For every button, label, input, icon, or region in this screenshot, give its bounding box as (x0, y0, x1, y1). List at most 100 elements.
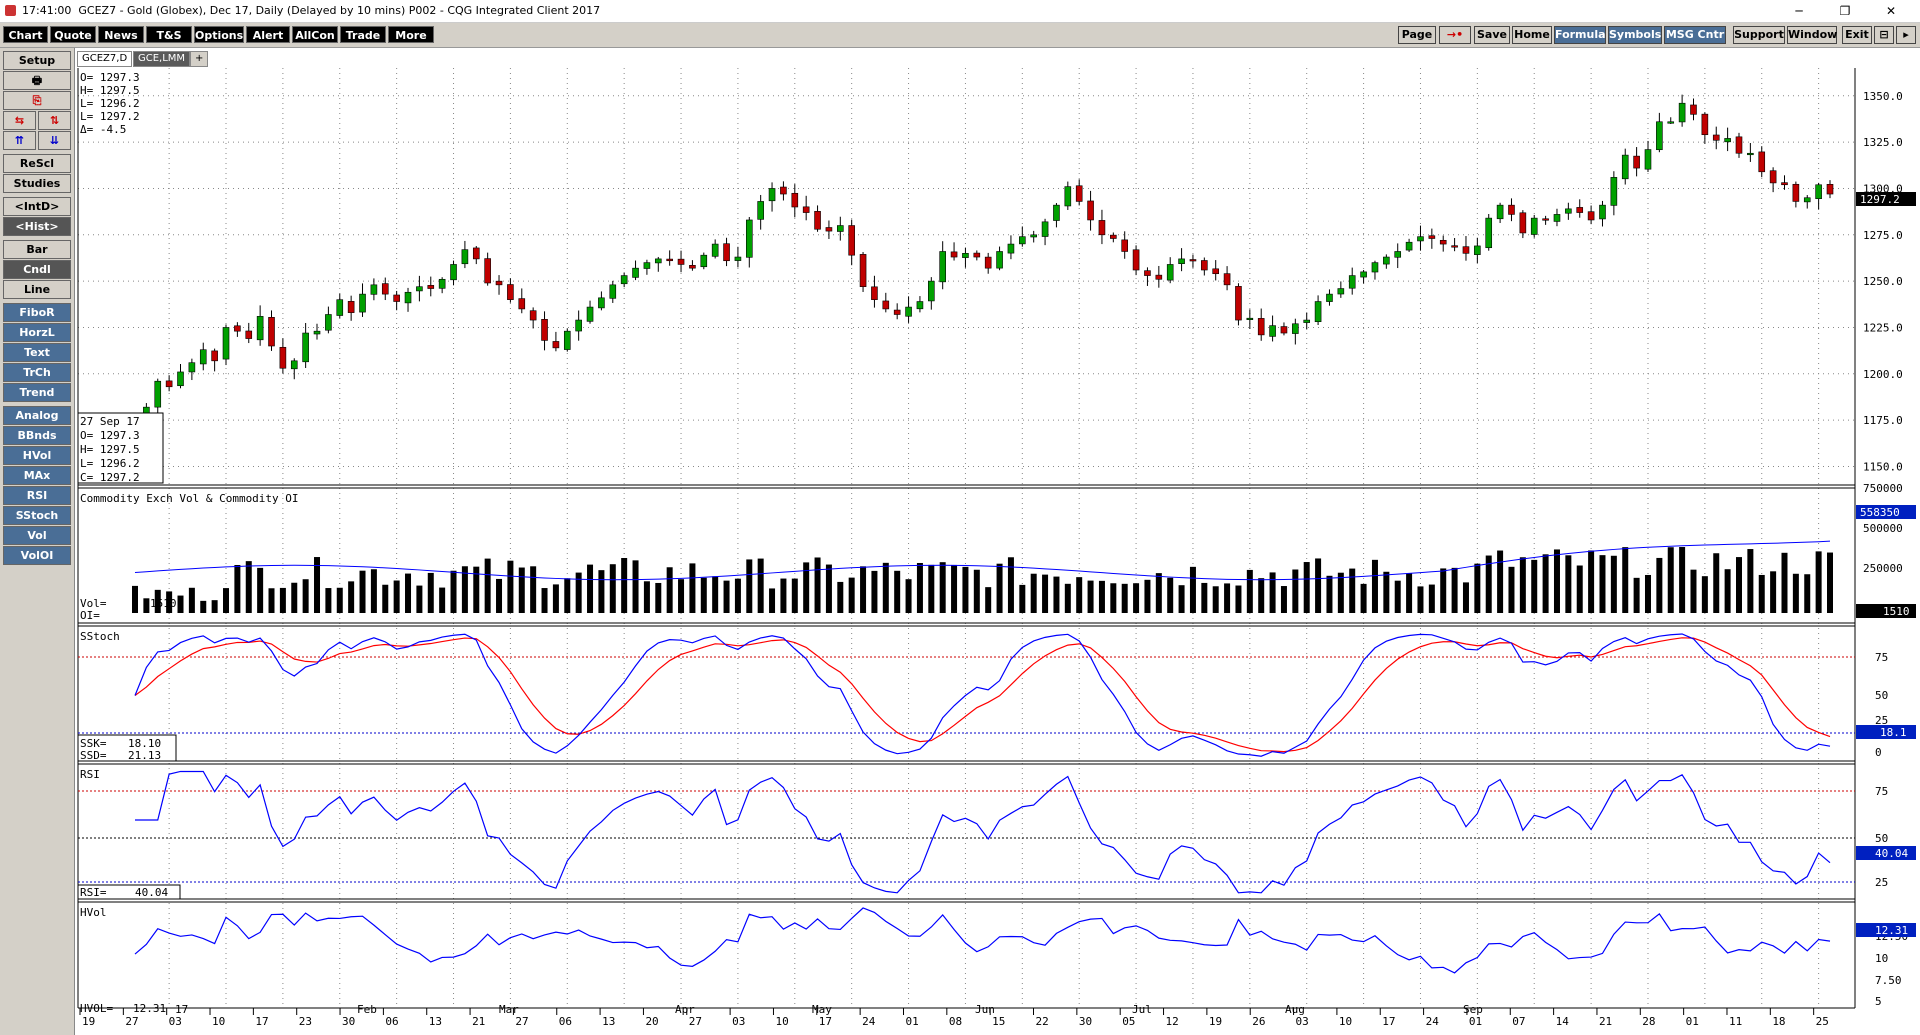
candle-body (370, 284, 378, 295)
msg-center-button[interactable]: MSG Cntr (1664, 26, 1726, 44)
hvol-tick-label: 10 (1875, 952, 1888, 965)
volume-bar (1656, 557, 1663, 613)
candle-body (1371, 262, 1379, 273)
volume-oi-button[interactable]: VolOI (3, 546, 71, 565)
candle-body (984, 256, 992, 269)
volume-bar (1121, 583, 1128, 613)
expand-vertical-icon[interactable]: ⇊ (38, 131, 71, 150)
tab-gce-lmm[interactable]: GCE,LMM (133, 51, 191, 67)
max-button[interactable]: MAx (3, 466, 71, 485)
page-arrow-button[interactable]: →• (1439, 26, 1471, 44)
candle-body (882, 300, 890, 310)
compress-icon[interactable]: ⇈ (3, 131, 36, 150)
symbols-button[interactable]: Symbols (1608, 26, 1662, 44)
x-day-label: 10 (212, 1015, 225, 1028)
tab-gcez7[interactable]: GCEZ7,D (77, 51, 133, 67)
rsi-button[interactable]: RSI (3, 486, 71, 505)
setup-button[interactable]: Setup (3, 51, 71, 70)
volume-bar (666, 567, 673, 613)
chart-area[interactable]: O= 1297.3 H= 1297.5 L= 1296.2 L= 1297.2 … (75, 68, 1920, 1035)
candle-body (962, 253, 969, 258)
historical-button[interactable]: <Hist> (3, 217, 71, 236)
analog-button[interactable]: Analog (3, 406, 71, 425)
menu-trade[interactable]: Trade (340, 26, 386, 43)
menu-options[interactable]: Options (194, 26, 244, 43)
candle-body (313, 330, 321, 335)
menu-quote[interactable]: Quote (50, 26, 96, 43)
rescale-button[interactable]: ReScl (3, 154, 71, 173)
candle-body (1530, 217, 1538, 235)
studies-button[interactable]: Studies (3, 174, 71, 193)
bar-button[interactable]: Bar (3, 240, 71, 259)
window-button[interactable]: Window (1787, 26, 1837, 44)
x-day-label: 27 (689, 1015, 702, 1028)
expand-icon[interactable]: ▸ (1896, 26, 1916, 44)
menu-news[interactable]: News (98, 26, 144, 43)
restore-icon[interactable]: ❐ (1839, 4, 1851, 18)
bollinger-button[interactable]: BBnds (3, 426, 71, 445)
line-button[interactable]: Line (3, 280, 71, 299)
support-button[interactable]: Support (1733, 26, 1785, 44)
menu-alert[interactable]: Alert (246, 26, 290, 43)
candle-body (768, 188, 776, 202)
add-tab-button[interactable]: + (190, 51, 209, 67)
volume-bar (632, 560, 639, 613)
ohlc-delta: Δ= -4.5 (80, 123, 126, 136)
volume-bar (1064, 583, 1071, 613)
volume-panel-title: Commodity Exch Vol & Commodity OI (80, 492, 299, 505)
close-icon[interactable]: ✕ (1885, 4, 1897, 18)
rsi-line (135, 770, 1831, 894)
menu-more[interactable]: More (388, 26, 434, 43)
volume-bar (530, 566, 537, 613)
volume-bar (1690, 569, 1697, 613)
volume-bars (132, 547, 1833, 613)
menu-allcon[interactable]: AllCon (292, 26, 338, 43)
candle-body (575, 319, 582, 332)
candle-body (302, 332, 309, 363)
minimize-icon[interactable]: ─ (1795, 4, 1803, 18)
save-button[interactable]: Save (1474, 26, 1510, 44)
candle-body (973, 252, 981, 258)
volume-bar (746, 559, 753, 613)
menu-ts[interactable]: T&S (146, 26, 192, 43)
volume-bar (1258, 578, 1265, 613)
home-button[interactable]: Home (1512, 26, 1552, 44)
trend-channel-button[interactable]: TrCh (3, 363, 71, 382)
hvol-panel-title: HVol (80, 906, 107, 919)
hvol-button[interactable]: HVol (3, 446, 71, 465)
formula-button[interactable]: Formula (1554, 26, 1606, 44)
horizontal-line-button[interactable]: HorzL (3, 323, 71, 342)
volume-bar (678, 579, 685, 613)
hvol-last-label: 12.31 (1875, 924, 1908, 937)
copy-icon[interactable]: ⎘ (3, 91, 71, 110)
vol-button[interactable]: Vol (3, 526, 71, 545)
volume-bar (939, 562, 946, 613)
candle-body (529, 310, 537, 321)
candle-body (620, 275, 628, 285)
text-button[interactable]: Text (3, 343, 71, 362)
x-day-label: 01 (905, 1015, 918, 1028)
sstoch-tick-label: 50 (1875, 689, 1888, 702)
exit-button[interactable]: Exit (1842, 26, 1872, 44)
candle-body (1348, 275, 1356, 289)
layout-icon[interactable]: ⊟ (1874, 26, 1894, 44)
scroll-vertical-icon[interactable]: ⇅ (38, 111, 71, 130)
candle-body (1201, 260, 1208, 271)
print-icon[interactable]: 🖶 (3, 71, 71, 90)
x-axis: 19 27 03 10 17 23 30 06 13 21 27 06 13 20 27 03 10 17 24 01… (79, 1003, 1829, 1028)
volume-bar (1644, 574, 1651, 613)
menu-chart[interactable]: Chart (3, 26, 48, 43)
trend-button[interactable]: Trend (3, 383, 71, 402)
candle-body (791, 192, 799, 208)
candle-button[interactable]: Cndl (3, 260, 71, 279)
volume-bar (382, 584, 389, 613)
intraday-button[interactable]: <IntD> (3, 197, 71, 216)
volume-bar (507, 560, 514, 613)
scroll-horizontal-icon[interactable]: ⇆ (3, 111, 36, 130)
sstoch-button[interactable]: SStoch (3, 506, 71, 525)
fibonacci-button[interactable]: FiboR (3, 303, 71, 322)
page-button[interactable]: Page (1398, 26, 1436, 44)
x-day-label: 22 (1036, 1015, 1049, 1028)
info-high: H= 1297.5 (80, 443, 140, 456)
volume-bar (1485, 555, 1492, 613)
